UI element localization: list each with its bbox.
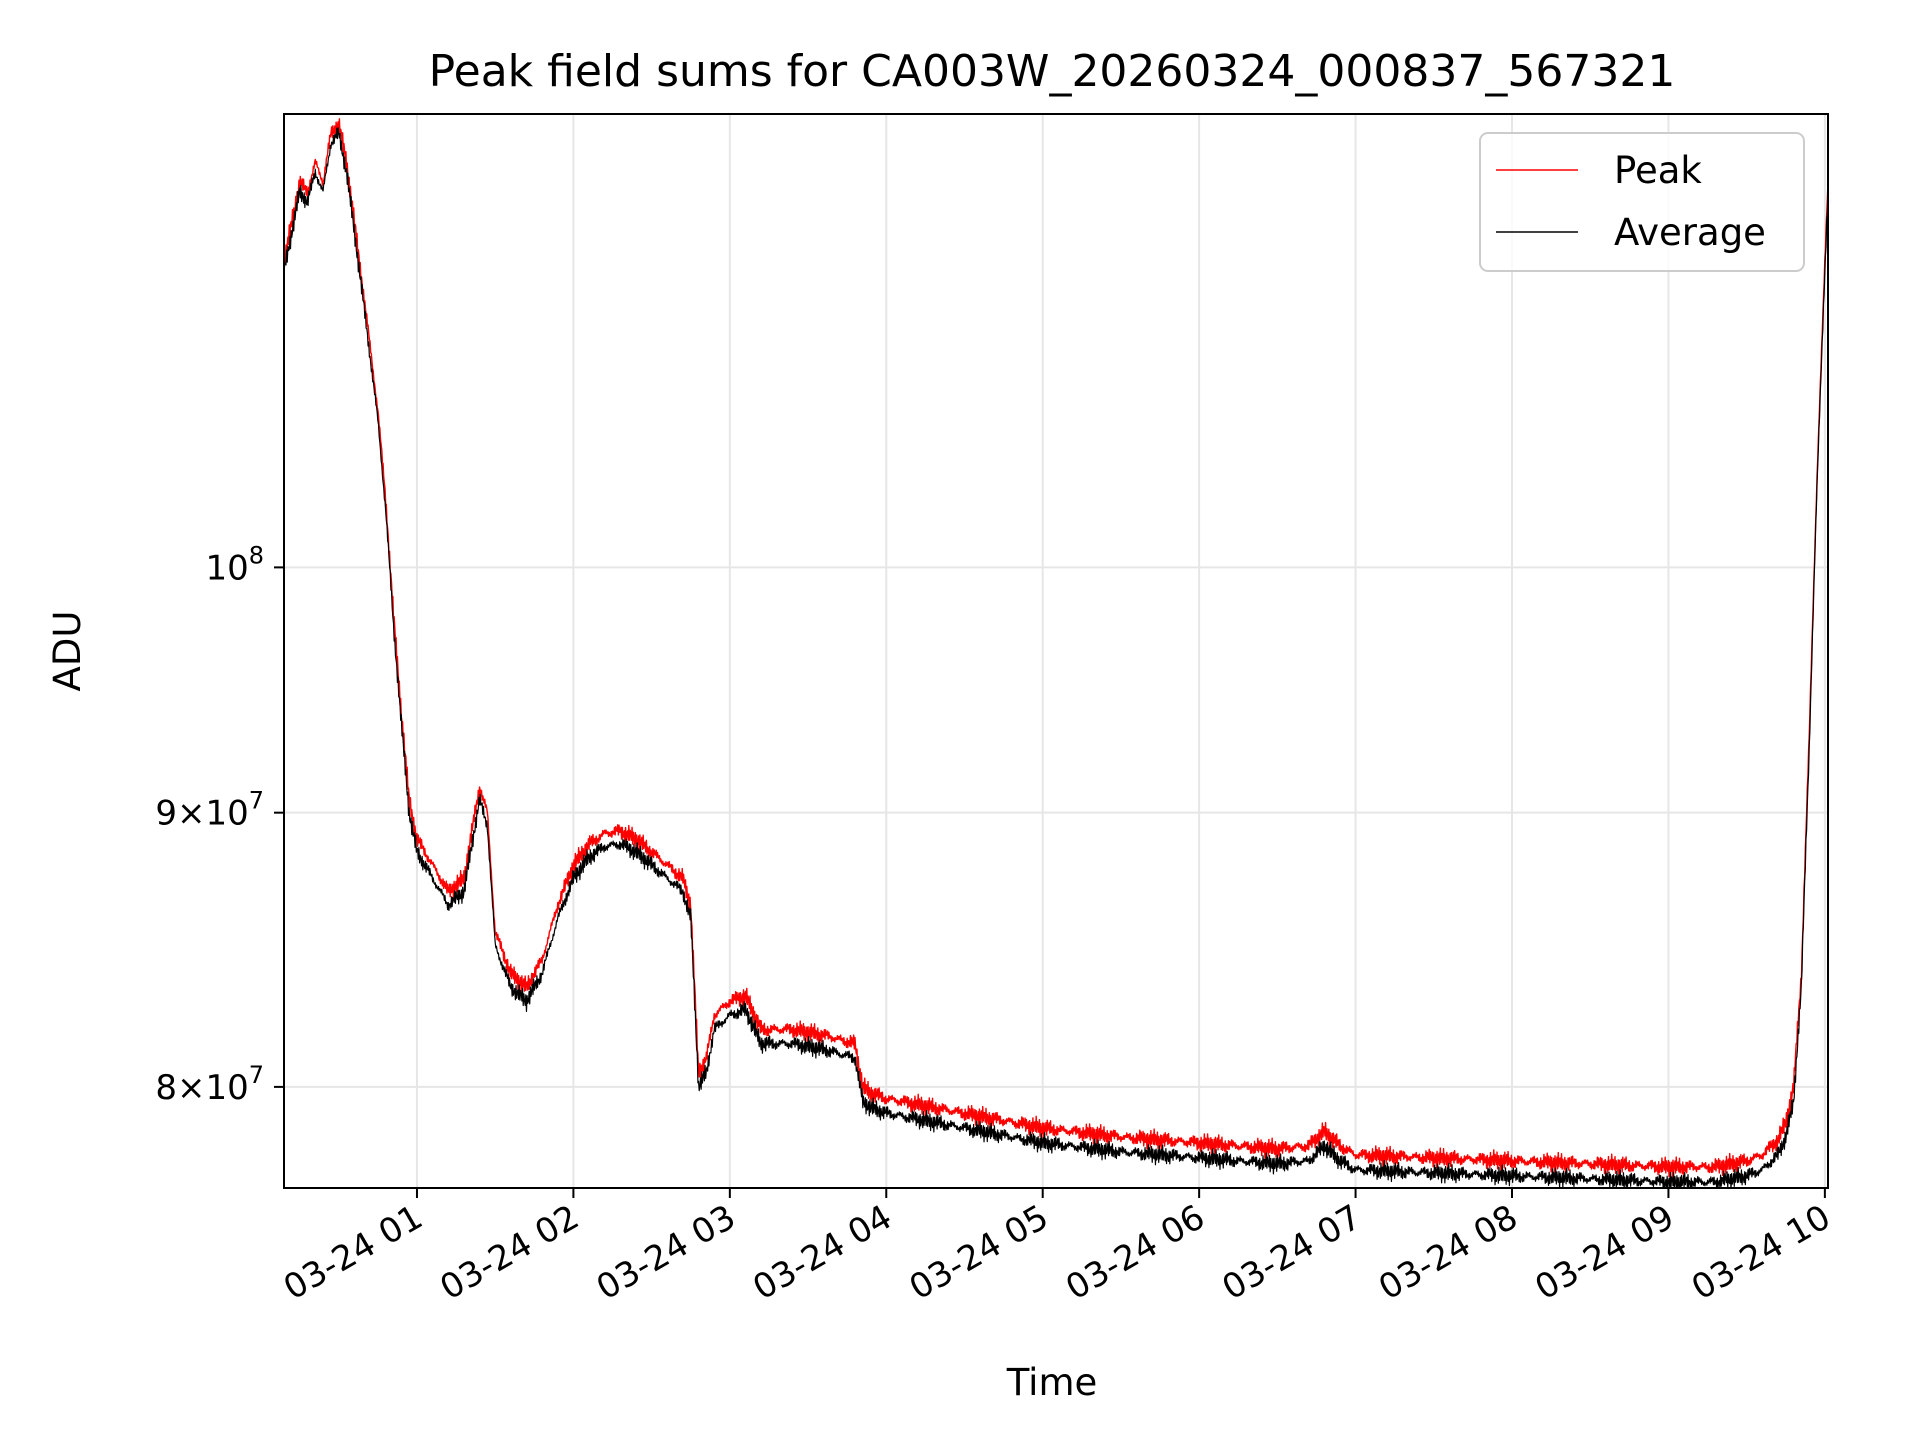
plot-frame [283, 113, 1829, 1189]
chart-title: Peak field sums for CA003W_20260324_0008… [429, 46, 1676, 97]
series-line-peak [284, 118, 1828, 1178]
series-line-average [284, 127, 1828, 1188]
series-layer [284, 118, 1828, 1188]
y-tick-label: 9×107 [155, 787, 264, 834]
legend-average-label: Average [1614, 211, 1766, 254]
y-axis-label: ADU [46, 611, 89, 692]
x-axis-label: Time [1006, 1361, 1098, 1404]
legend-peak-label: Peak [1614, 149, 1702, 192]
y-tick-label: 8×107 [155, 1061, 264, 1108]
grid-lines [284, 114, 1828, 1188]
legend: Peak Average [1479, 132, 1805, 272]
legend-box [1479, 132, 1805, 272]
